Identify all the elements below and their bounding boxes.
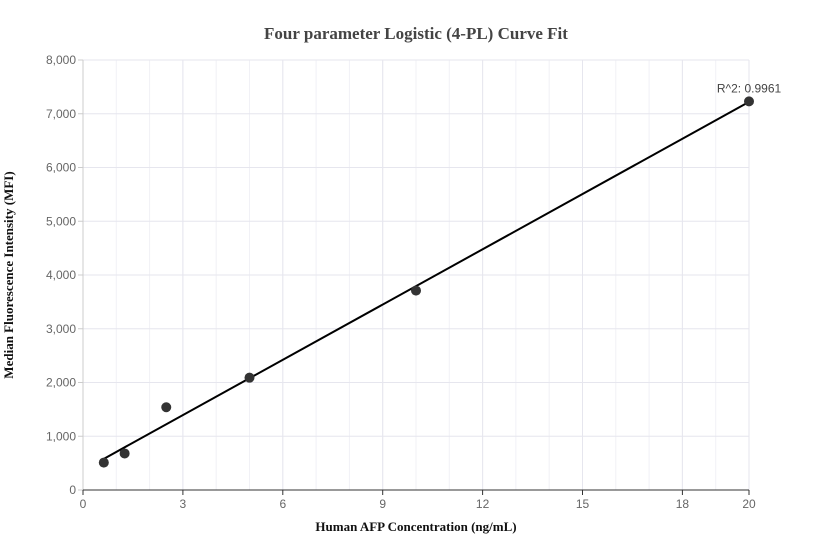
axes: [78, 59, 750, 495]
data-point: [119, 448, 130, 459]
x-tick-label: 9: [379, 497, 386, 511]
data-points: [98, 96, 754, 468]
data-point: [161, 402, 172, 413]
x-tick-label: 20: [742, 497, 756, 511]
x-tick-label: 0: [80, 497, 87, 511]
x-tick-label: 6: [279, 497, 286, 511]
x-tick-label: 18: [676, 497, 690, 511]
labels: 0 1,000 2,000 3,000 4,000 5,000 6,000 7,000 8,00…: [46, 53, 782, 511]
fit-curve: [103, 101, 750, 460]
data-point: [244, 372, 255, 383]
y-tick-label: 5,000: [46, 214, 76, 228]
y-tick-label: 6,000: [46, 161, 76, 175]
chart-title: Four parameter Logistic (4-PL) Curve Fit: [264, 24, 568, 43]
x-axis-title: Human AFP Concentration (ng/mL): [315, 519, 516, 534]
data-point: [744, 96, 754, 107]
x-tick-label: 15: [576, 497, 590, 511]
y-tick-label: 8,000: [46, 53, 76, 67]
data-point: [411, 285, 421, 296]
fit-line: [103, 101, 750, 460]
data-point: [98, 457, 109, 468]
y-tick-label: 3,000: [46, 322, 76, 336]
y-tick-label: 4,000: [46, 268, 76, 282]
x-tick-label: 12: [476, 497, 490, 511]
y-axis-title: Median Fluorescence Intensity (MFI): [1, 171, 16, 378]
y-tick-label: 0: [69, 483, 76, 497]
y-tick-label: 1,000: [46, 429, 76, 443]
y-tick-label: 2,000: [46, 376, 76, 390]
x-tick-label: 3: [180, 497, 187, 511]
grid: [82, 59, 750, 491]
y-tick-label: 7,000: [46, 107, 76, 121]
r-squared-annotation: R^2: 0.9961: [717, 81, 782, 95]
